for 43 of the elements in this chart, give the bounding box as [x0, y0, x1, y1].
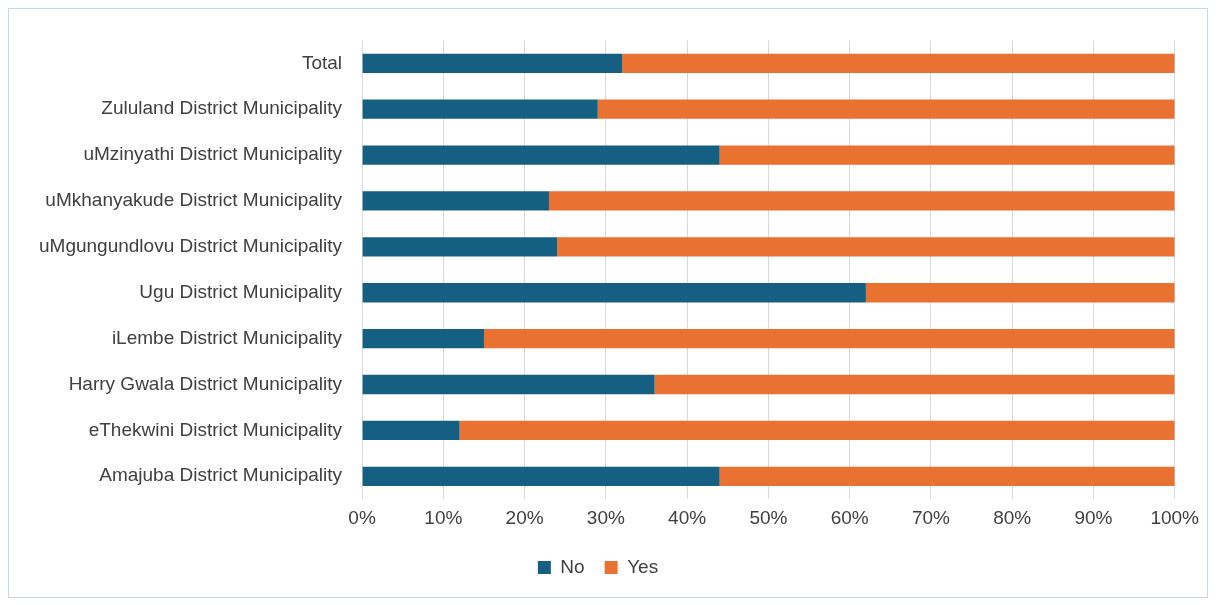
bar — [654, 374, 1175, 395]
x-tick-label: 50% — [749, 506, 788, 528]
legend-label: No — [560, 555, 585, 577]
bar — [548, 191, 1175, 211]
y-tick-label: Amajuba District Municipality — [99, 464, 343, 486]
y-tick-label: Ugu District Municipality — [139, 280, 343, 302]
bar — [557, 237, 1175, 257]
bar — [362, 374, 655, 395]
bar — [362, 237, 558, 257]
bar — [362, 283, 866, 303]
legend-label: Yes — [627, 555, 659, 577]
x-tick-label: 100% — [1150, 506, 1200, 528]
bar — [622, 53, 1175, 73]
y-tick-label: uMzinyathi District Municipality — [83, 143, 343, 165]
x-tick-label: 90% — [1074, 506, 1113, 528]
bar — [362, 420, 460, 441]
bar — [362, 466, 720, 486]
x-tick-label: 80% — [993, 506, 1032, 528]
bar — [483, 328, 1175, 349]
x-tick-label: 40% — [668, 506, 707, 528]
bar — [719, 466, 1175, 486]
x-tick-label: 0% — [348, 506, 376, 528]
bar — [362, 328, 484, 349]
y-tick-label: uMkhanyakude District Municipality — [45, 189, 343, 211]
x-tick-label: 10% — [424, 506, 463, 528]
x-tick-label: 60% — [830, 506, 869, 528]
bar — [719, 145, 1175, 165]
bar — [362, 191, 549, 211]
bar — [362, 145, 720, 165]
y-tick-label: Harry Gwala District Municipality — [68, 372, 343, 394]
bar — [865, 283, 1175, 303]
bar — [362, 53, 623, 73]
y-tick-label: Total — [301, 51, 343, 73]
x-tick-label: 70% — [911, 506, 951, 528]
y-tick-label: iLembe District Municipality — [111, 326, 343, 348]
bar — [597, 99, 1175, 119]
x-tick-label: 30% — [586, 506, 625, 528]
x-tick-label: 20% — [505, 506, 544, 528]
bar — [459, 420, 1175, 441]
y-tick-label: eThekwini District Municipality — [88, 418, 343, 440]
y-tick-label: uMgungundlovu District Municipality — [38, 235, 343, 257]
y-tick-label: Zululand District Municipality — [101, 97, 343, 119]
bar — [362, 99, 598, 119]
